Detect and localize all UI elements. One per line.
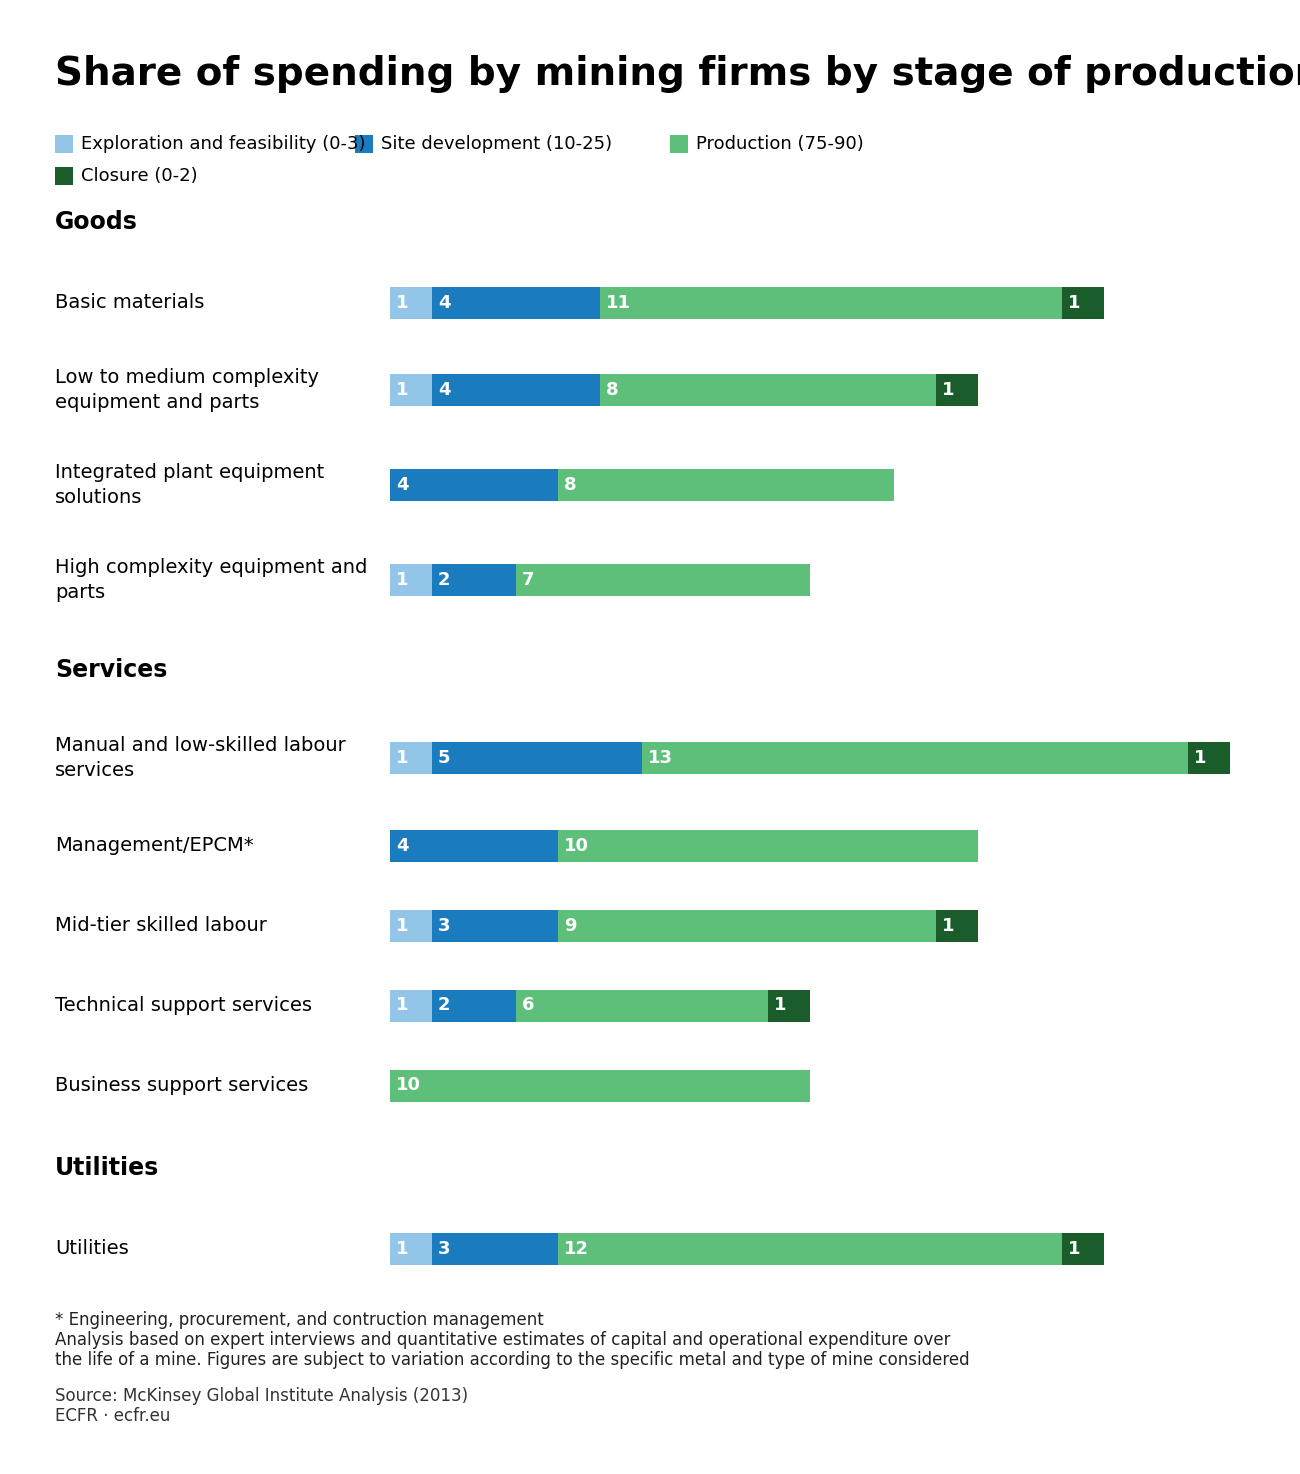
Text: 7: 7	[523, 570, 534, 590]
Text: 10: 10	[564, 837, 589, 855]
Text: Goods: Goods	[55, 209, 138, 234]
Text: 1: 1	[774, 996, 786, 1014]
Text: Business support services: Business support services	[55, 1076, 308, 1095]
Text: 2: 2	[438, 996, 451, 1014]
Bar	[55, 136, 73, 153]
Text: Production (75-90): Production (75-90)	[696, 136, 863, 153]
Bar	[642, 741, 1188, 774]
Text: 12: 12	[564, 1240, 589, 1257]
Text: 4: 4	[438, 293, 451, 311]
Text: Mid-tier skilled labour: Mid-tier skilled labour	[55, 915, 266, 935]
Text: Integrated plant equipment
solutions: Integrated plant equipment solutions	[55, 463, 324, 507]
Bar	[1188, 741, 1230, 774]
Text: 1: 1	[1069, 1240, 1080, 1257]
Text: 1: 1	[396, 380, 408, 399]
Text: 2: 2	[438, 570, 451, 590]
Text: Utilities: Utilities	[55, 1156, 159, 1181]
Text: Basic materials: Basic materials	[55, 293, 204, 312]
Bar	[670, 136, 688, 153]
Bar	[516, 989, 768, 1021]
Bar	[390, 374, 432, 405]
Text: 9: 9	[564, 917, 576, 935]
Bar	[390, 565, 432, 595]
Text: 1: 1	[396, 917, 408, 935]
Text: 11: 11	[606, 293, 630, 311]
Text: 3: 3	[438, 1240, 451, 1257]
Bar	[432, 989, 516, 1021]
Bar	[558, 830, 978, 861]
Text: 5: 5	[438, 749, 451, 766]
Text: Source: McKinsey Global Institute Analysis (2013): Source: McKinsey Global Institute Analys…	[55, 1387, 468, 1405]
Bar	[390, 1070, 810, 1101]
Bar	[432, 741, 642, 774]
Text: Utilities: Utilities	[55, 1240, 129, 1257]
Bar	[936, 909, 978, 942]
Text: ECFR · ecfr.eu: ECFR · ecfr.eu	[55, 1408, 170, 1425]
Bar	[390, 741, 432, 774]
Text: Share of spending by mining firms by stage of production: Share of spending by mining firms by sta…	[55, 55, 1300, 93]
Bar	[390, 469, 558, 501]
Bar	[601, 286, 1062, 318]
Bar	[1062, 286, 1104, 318]
Bar	[55, 167, 73, 186]
Bar	[390, 1232, 432, 1265]
Text: 4: 4	[396, 476, 408, 494]
Text: Low to medium complexity
equipment and parts: Low to medium complexity equipment and p…	[55, 368, 318, 411]
Text: Analysis based on expert interviews and quantitative estimates of capital and op: Analysis based on expert interviews and …	[55, 1331, 950, 1349]
Text: 1: 1	[1193, 749, 1206, 766]
Bar	[936, 374, 978, 405]
Bar	[432, 909, 558, 942]
Text: Technical support services: Technical support services	[55, 996, 312, 1016]
Bar	[432, 1232, 558, 1265]
Text: 3: 3	[438, 917, 451, 935]
Text: 13: 13	[647, 749, 673, 766]
Text: 4: 4	[438, 380, 451, 399]
Text: Management/EPCM*: Management/EPCM*	[55, 836, 254, 855]
Bar	[355, 136, 373, 153]
Bar	[768, 989, 810, 1021]
Text: * Engineering, procurement, and contruction management: * Engineering, procurement, and contruct…	[55, 1310, 543, 1330]
Text: 1: 1	[396, 293, 408, 311]
Text: 6: 6	[523, 996, 534, 1014]
Text: 1: 1	[942, 917, 954, 935]
Text: the life of a mine. Figures are subject to variation according to the specific m: the life of a mine. Figures are subject …	[55, 1352, 970, 1369]
Text: Site development (10-25): Site development (10-25)	[381, 136, 612, 153]
Text: Closure (0-2): Closure (0-2)	[81, 167, 198, 186]
Bar	[601, 374, 936, 405]
Text: Exploration and feasibility (0-3): Exploration and feasibility (0-3)	[81, 136, 365, 153]
Bar	[558, 469, 894, 501]
Text: 1: 1	[396, 749, 408, 766]
Text: 1: 1	[396, 1240, 408, 1257]
Bar	[390, 830, 558, 861]
Text: 10: 10	[396, 1076, 421, 1095]
Text: 8: 8	[564, 476, 577, 494]
Text: 1: 1	[396, 570, 408, 590]
Bar	[432, 565, 516, 595]
Bar	[558, 909, 936, 942]
Bar	[432, 286, 601, 318]
Bar	[390, 989, 432, 1021]
Bar	[558, 1232, 1062, 1265]
Bar	[390, 286, 432, 318]
Bar	[1062, 1232, 1104, 1265]
Text: 8: 8	[606, 380, 619, 399]
Text: 1: 1	[396, 996, 408, 1014]
Text: 1: 1	[942, 380, 954, 399]
Text: High complexity equipment and
parts: High complexity equipment and parts	[55, 559, 368, 601]
Text: 4: 4	[396, 837, 408, 855]
Text: Manual and low-skilled labour
services: Manual and low-skilled labour services	[55, 737, 346, 780]
Text: Services: Services	[55, 657, 168, 682]
Text: 1: 1	[1069, 293, 1080, 311]
Bar	[516, 565, 810, 595]
Bar	[390, 909, 432, 942]
Bar	[432, 374, 601, 405]
